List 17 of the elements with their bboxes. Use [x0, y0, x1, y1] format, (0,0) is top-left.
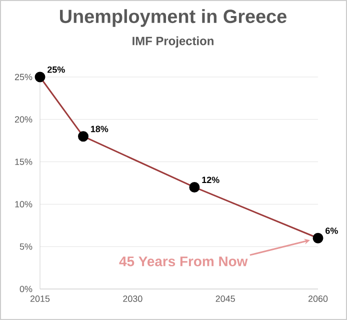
data-label: 18%	[91, 126, 108, 132]
data-label: 25%	[48, 66, 65, 73]
annotation: 45 Years From Now	[119, 256, 248, 266]
y-tick-label: 0%	[20, 286, 32, 292]
y-tick-label: 25%	[14, 74, 32, 80]
x-tick-label: 2045	[216, 296, 235, 302]
chart-subtitle: IMF Projection	[132, 36, 214, 48]
data-label: 12%	[202, 176, 220, 184]
y-tick-label: 20%	[14, 116, 32, 123]
data-label: 6%	[326, 228, 338, 234]
x-tick-label: 2060	[308, 296, 328, 302]
y-tick-label: 10%	[15, 201, 32, 208]
x-tick-label: 2030	[123, 296, 142, 302]
y-tick-label: 5%	[20, 243, 32, 250]
chart-title: Unemployment in Greece	[60, 9, 286, 27]
y-tick-label: 15%	[15, 158, 32, 165]
x-tick-label: 2015	[30, 296, 50, 302]
